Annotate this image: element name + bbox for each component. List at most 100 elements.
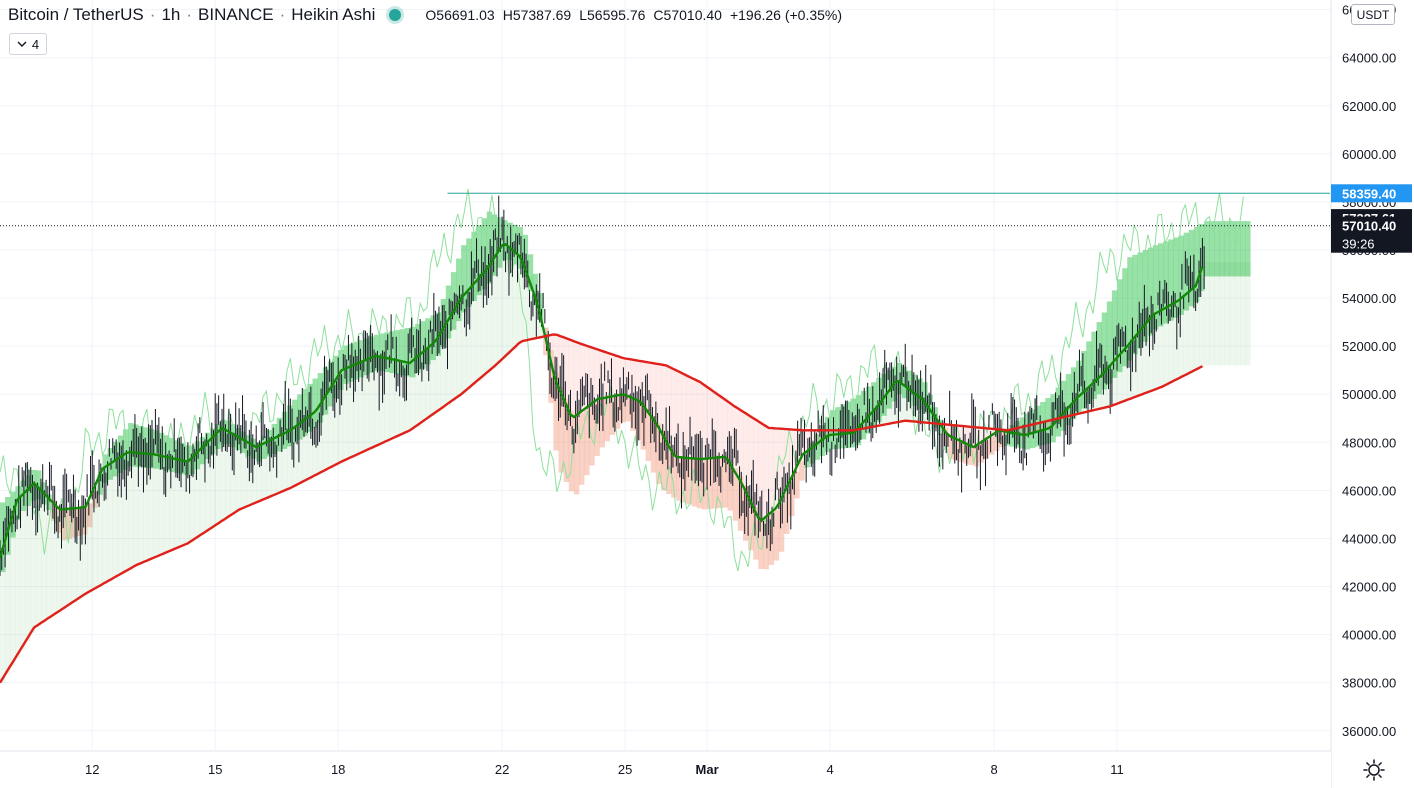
ma-fill-segment — [1179, 300, 1184, 378]
low-key: L — [579, 7, 587, 23]
ma-fill-segment — [702, 383, 707, 459]
ma-fill-segment — [307, 417, 312, 479]
time-tick-label: 8 — [990, 762, 997, 777]
time-axis[interactable]: 12 15 18 22 25 Mar 4 8 11 — [0, 751, 1331, 788]
ma-fill-segment — [1153, 315, 1158, 390]
ma-fill-segment — [225, 430, 230, 519]
ma-fill-segment — [87, 503, 92, 592]
cloud-segment — [594, 402, 599, 456]
ma-fill-segment — [722, 398, 727, 457]
ma-fill-segment — [753, 418, 758, 507]
ma-fill-segment — [651, 363, 656, 416]
ma-fill-segment — [241, 438, 246, 508]
price-tick-label: 42000.00 — [1342, 580, 1396, 595]
ma-fill-segment — [359, 363, 364, 454]
ma-fill-segment — [635, 360, 640, 399]
ma-fill-segment — [446, 324, 451, 405]
ma-fill-segment — [1220, 262, 1225, 365]
ma-fill-segment — [687, 375, 692, 457]
ma-fill-segment — [564, 337, 569, 399]
indicator-count: 4 — [32, 37, 39, 52]
change-value: +196.26 (+0.35%) — [730, 7, 842, 23]
cloud-segment — [707, 458, 712, 508]
cloud-segment — [794, 472, 799, 498]
ma-fill-segment — [149, 454, 154, 560]
ma-fill-segment — [195, 455, 200, 539]
price-tick-label: 50000.00 — [1342, 387, 1396, 402]
legend-header: Bitcoin / TetherUS · 1h · BINANCE · Heik… — [8, 4, 842, 26]
ma-fill-segment — [1127, 346, 1132, 400]
ma-fill-segment — [1132, 340, 1137, 398]
ma-fill-segment — [553, 334, 558, 372]
ma-fill-segment — [717, 394, 722, 457]
ma-fill-segment — [82, 508, 87, 596]
ma-fill-segment — [661, 365, 666, 432]
ma-fill-segment — [430, 346, 435, 416]
ma-fill-segment — [1102, 375, 1107, 408]
ma-fill-segment — [436, 341, 441, 412]
ohlc-values: O 56691.03 H 57387.69 L 56595.76 C 57010.40 … — [417, 7, 842, 23]
ma-fill-segment — [738, 408, 743, 477]
ma-fill-segment — [251, 444, 256, 504]
ma-fill-segment — [405, 362, 410, 433]
ma-fill-segment — [610, 354, 615, 397]
ma-fill-segment — [266, 442, 271, 498]
ma-fill-segment — [892, 387, 897, 423]
ma-fill-segment — [728, 401, 733, 459]
ma-fill-segment — [1199, 276, 1204, 368]
interval-label[interactable]: 1h — [161, 5, 180, 25]
price-tick-label: 38000.00 — [1342, 676, 1396, 691]
ma-fill-segment — [333, 384, 338, 466]
ma-fill-segment — [559, 335, 564, 387]
price-tick-label: 62000.00 — [1342, 99, 1396, 114]
ma-fill-segment — [400, 361, 405, 435]
ma-fill-segment — [1240, 262, 1245, 365]
ma-fill-segment — [102, 469, 107, 584]
time-tick-label: Mar — [696, 762, 719, 777]
ma-fill-segment — [963, 426, 968, 442]
ma-fill-segment — [190, 460, 195, 542]
ma-fill-segment — [466, 292, 471, 390]
ma-fill-segment — [1230, 262, 1235, 365]
cloud-segment — [722, 457, 727, 507]
last-price-label: 57010.40 — [1342, 219, 1396, 234]
currency-button[interactable]: USDT — [1351, 4, 1395, 25]
gear-icon[interactable] — [1362, 758, 1386, 782]
ma-fill-segment — [354, 365, 359, 456]
ma-fill-segment — [671, 368, 676, 451]
ma-fill-segment — [743, 412, 748, 486]
cloud-segment — [579, 413, 584, 485]
alert-price-label: 58359.40 — [1342, 186, 1396, 201]
symbol-title[interactable]: Bitcoin / TetherUS — [8, 5, 144, 25]
ma-fill-segment — [108, 465, 113, 581]
cloud-segment — [784, 493, 789, 534]
price-axis[interactable]: 36000.00 38000.00 40000.00 42000.00 44000.00… — [1331, 0, 1414, 788]
time-tick-label: 15 — [208, 762, 222, 777]
ma-fill-segment — [215, 435, 220, 526]
ma-fill-segment — [666, 365, 671, 441]
ma-fill-segment — [1184, 296, 1189, 376]
cloud-segment — [702, 459, 707, 509]
ma-fill-segment — [77, 508, 82, 599]
market-status-icon[interactable] — [389, 9, 401, 21]
time-axis-background — [0, 751, 1331, 788]
ma-fill-segment — [328, 392, 333, 469]
chart-style-label: Heikin Ashi — [291, 5, 375, 25]
ma-fill-segment — [10, 523, 15, 666]
ma-fill-segment — [886, 394, 891, 424]
cloud-segment — [635, 399, 640, 440]
ma-fill-segment — [159, 455, 164, 555]
cloud-segment — [845, 401, 850, 447]
cloud-segment — [620, 395, 625, 423]
ma-fill-segment — [630, 359, 635, 397]
ma-fill-segment — [1214, 262, 1219, 365]
ma-fill-segment — [1225, 262, 1230, 365]
indicators-collapse-button[interactable]: 4 — [9, 33, 47, 55]
cloud-segment — [687, 458, 692, 505]
ma-fill-segment — [348, 367, 353, 458]
ma-fill-segment — [92, 492, 97, 590]
ma-fill-segment — [748, 415, 753, 496]
ma-fill-segment — [1173, 303, 1178, 381]
ma-fill-segment — [461, 298, 466, 394]
